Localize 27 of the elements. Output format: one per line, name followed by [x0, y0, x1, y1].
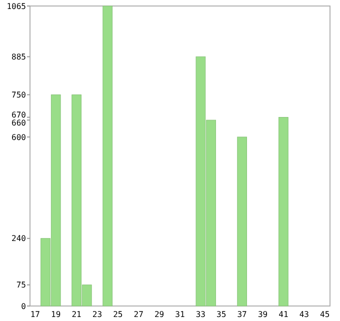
x-tick-label: 45	[320, 310, 330, 319]
y-tick-label: 240	[12, 234, 26, 244]
y-tick-label: 750	[12, 90, 26, 100]
x-tick-label: 29	[154, 310, 164, 319]
bar	[102, 6, 113, 306]
y-tick-label: 660	[12, 118, 26, 128]
x-tick-label: 35	[216, 310, 226, 319]
x-tick-label: 31	[175, 310, 185, 319]
x-tick-label: 27	[134, 310, 144, 319]
bar	[237, 136, 247, 306]
y-tick-label: 885	[12, 52, 26, 62]
x-tick-label: 37	[237, 310, 248, 319]
y-tick-label: 670	[12, 110, 26, 120]
x-tick-label: 43	[299, 310, 310, 319]
bar	[278, 117, 288, 306]
y-tick-label: 1065	[6, 2, 26, 11]
x-tick-label: 19	[51, 310, 61, 319]
x-tick-label: 41	[278, 310, 288, 319]
x-tick-label: 17	[30, 310, 40, 319]
x-tick-label: 39	[258, 310, 268, 319]
y-tick-label: 600	[12, 132, 26, 142]
y-tick-label: 75	[16, 280, 26, 290]
x-tick-label: 21	[72, 310, 82, 319]
x-tick-label: 33	[196, 310, 206, 319]
x-tick-label: 23	[92, 310, 102, 319]
y-tick-label: 0	[21, 302, 26, 311]
x-tick-label: 25	[113, 310, 123, 319]
